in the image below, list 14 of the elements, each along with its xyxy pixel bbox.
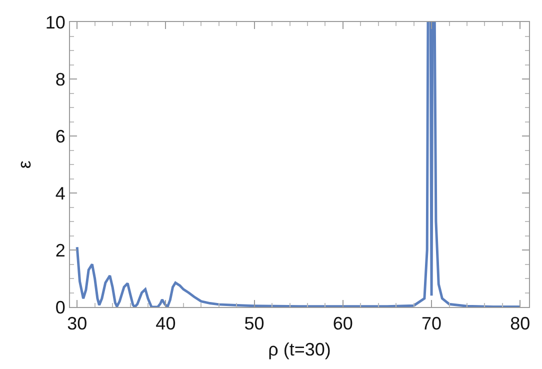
- y-tick-label: 10: [45, 12, 66, 32]
- y-tick-label: 2: [55, 240, 66, 260]
- y-tick-label: 0: [55, 297, 66, 318]
- x-tick-label: 50: [244, 314, 264, 334]
- y-tick-label: 4: [55, 183, 66, 204]
- x-tick-label: 80: [510, 314, 530, 334]
- y-axis-title: ε: [14, 160, 35, 169]
- x-tick-label: 60: [332, 314, 353, 334]
- y-tick-label: 8: [55, 69, 66, 90]
- x-axis-title: ρ (t=30): [268, 340, 331, 360]
- x-tick-label: 30: [67, 314, 88, 334]
- x-tick-label: 40: [156, 314, 176, 334]
- y-tick-label: 6: [55, 126, 66, 146]
- x-tick-label: 70: [422, 314, 442, 334]
